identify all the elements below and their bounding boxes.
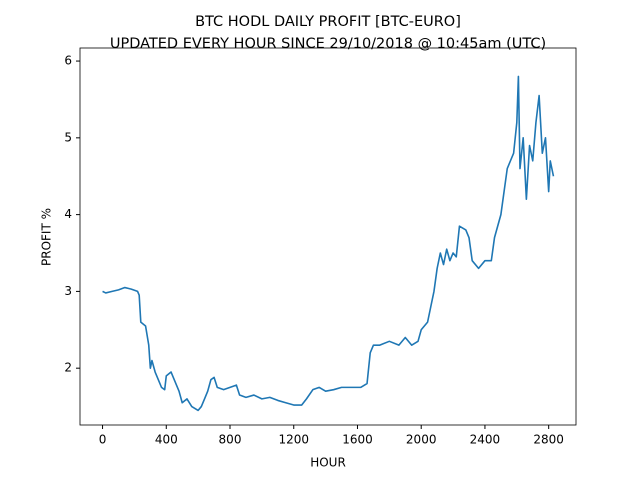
chart-subtitle: UPDATED EVERY HOUR SINCE 29/10/2018 @ 10… xyxy=(110,36,546,52)
x-tick-label: 2000 xyxy=(406,433,437,447)
x-tick-label: 1200 xyxy=(278,433,309,447)
x-tick-label: 2400 xyxy=(470,433,501,447)
x-axis-label: HOUR xyxy=(310,456,346,470)
y-tick-label: 6 xyxy=(64,54,72,68)
y-axis-label: PROFIT % xyxy=(40,208,54,266)
x-tick-label: 800 xyxy=(219,433,242,447)
y-tick-label: 3 xyxy=(64,284,72,298)
x-tick-label: 2800 xyxy=(533,433,564,447)
y-tick-label: 4 xyxy=(64,207,72,221)
chart-title: BTC HODL DAILY PROFIT [BTC-EURO] xyxy=(195,14,461,30)
y-tick-label: 2 xyxy=(64,361,72,375)
plot-frame xyxy=(79,47,577,426)
x-tick-label: 1600 xyxy=(342,433,373,447)
x-tick-label: 400 xyxy=(155,433,178,447)
y-tick-label: 5 xyxy=(64,130,72,144)
x-tick-label: 0 xyxy=(99,433,107,447)
line xyxy=(102,75,555,412)
